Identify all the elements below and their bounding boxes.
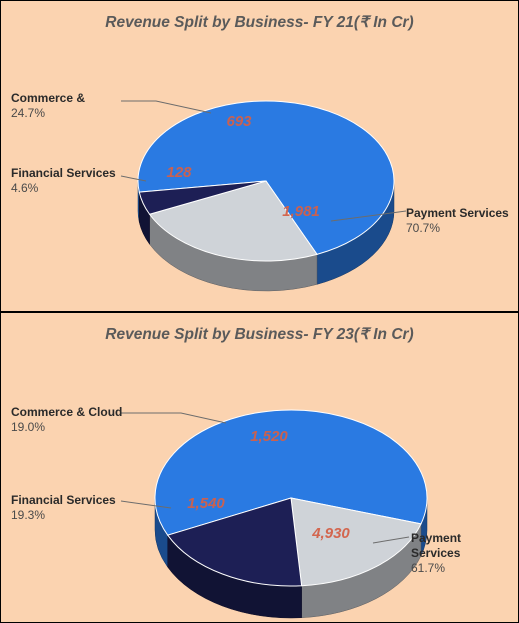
slice-value-financial: 1,540 — [187, 495, 225, 512]
slice-label-pct: 4.6% — [11, 181, 116, 196]
slice-value-commerce: 693 — [226, 113, 252, 130]
leader-line-commerce — [121, 413, 226, 423]
slice-value-commerce: 1,520 — [250, 428, 288, 445]
slice-label-commerce: Commerce & Cloud19.0% — [11, 405, 122, 435]
slice-label-financial: Financial Services19.3% — [11, 493, 116, 523]
slice-label-pct: 19.3% — [11, 508, 116, 523]
slice-label-payment: Payment Services61.7% — [411, 531, 511, 576]
slice-label-pct: 24.7% — [11, 106, 85, 121]
slice-label-payment: Payment Services70.7% — [406, 206, 509, 236]
slice-label-pct: 19.0% — [11, 420, 122, 435]
slice-label-financial: Financial Services4.6% — [11, 166, 116, 196]
pie-chart: 4,930 1,520 1,540 — [1, 313, 519, 623]
slice-label-name: Commerce & Cloud — [11, 405, 122, 420]
slice-label-name: Commerce & — [11, 91, 85, 106]
slice-value-payment: 4,930 — [311, 525, 350, 542]
chart-panel: Revenue Split by Business- FY 23(₹ In Cr… — [0, 312, 519, 623]
slice-value-financial: 128 — [166, 164, 192, 181]
slice-label-name: Payment Services — [406, 206, 509, 221]
slice-label-name: Payment Services — [411, 531, 511, 561]
slice-label-name: Financial Services — [11, 166, 116, 181]
slice-label-pct: 70.7% — [406, 221, 509, 236]
pie-chart: 1,981 693 128 — [1, 1, 519, 312]
leader-line-commerce — [121, 101, 211, 113]
slice-label-name: Financial Services — [11, 493, 116, 508]
chart-panel: Revenue Split by Business- FY 21(₹ In Cr… — [0, 0, 519, 312]
slice-label-commerce: Commerce &24.7% — [11, 91, 85, 121]
slice-value-payment: 1,981 — [282, 203, 320, 220]
slice-label-pct: 61.7% — [411, 561, 511, 576]
